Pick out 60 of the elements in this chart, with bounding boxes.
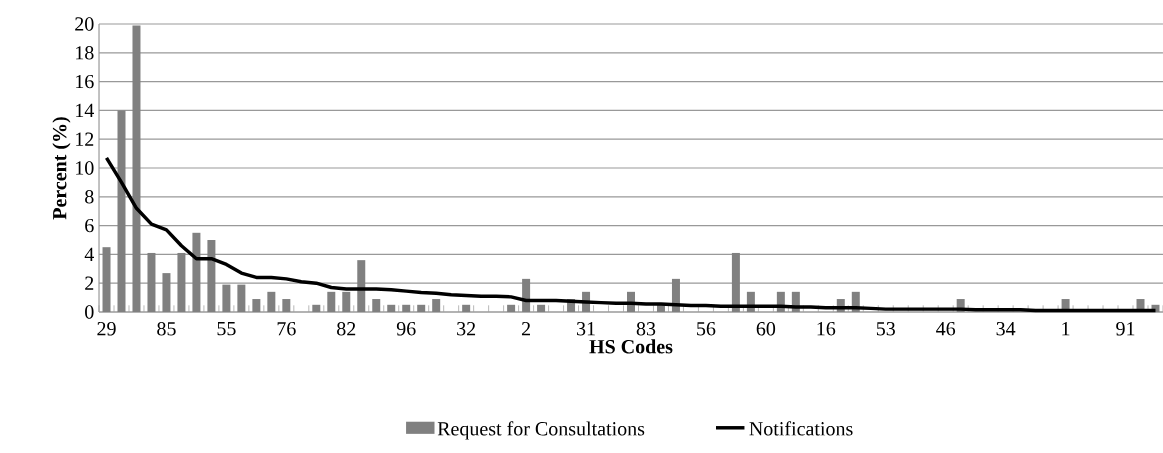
x-tick-label: 91 <box>1116 322 1135 336</box>
bar <box>402 304 411 312</box>
y-tick-label: 8 <box>85 190 94 204</box>
bar <box>102 247 111 312</box>
bar <box>177 252 186 312</box>
x-tick-label: 32 <box>457 322 476 336</box>
bar <box>522 278 531 312</box>
x-tick-label: 96 <box>396 322 416 336</box>
y-tick-label: 6 <box>85 218 94 233</box>
bar <box>357 260 366 312</box>
bar <box>432 299 441 312</box>
y-tick-label: 12 <box>76 132 94 146</box>
x-tick-label: 46 <box>936 322 956 336</box>
x-tick-label: 82 <box>337 322 356 336</box>
bar <box>462 304 471 312</box>
bar <box>417 304 426 312</box>
bar <box>372 299 381 312</box>
y-tick-label: 16 <box>76 74 94 89</box>
bar <box>327 291 336 312</box>
y-tick-label: 4 <box>84 247 94 261</box>
bar <box>537 304 546 312</box>
x-tick-label: 31 <box>577 322 595 336</box>
x-tick-label: 56 <box>697 322 716 336</box>
y-tick-label: 14 <box>76 103 94 117</box>
x-tick-label: 53 <box>876 322 895 336</box>
x-tick-label: 55 <box>217 322 236 336</box>
y-tick-label: 18 <box>76 46 94 60</box>
y-tick-label: 0 <box>85 305 94 319</box>
bar <box>237 284 246 312</box>
x-tick-label: 85 <box>157 322 176 336</box>
bar <box>507 304 516 312</box>
bar <box>312 304 321 312</box>
bar <box>252 299 261 312</box>
legend-label: Request for Consultations <box>437 421 645 440</box>
x-tick-label: 60 <box>756 322 776 336</box>
x-tick-label: 29 <box>97 322 116 336</box>
x-tick-label: 1 <box>1062 322 1070 336</box>
bar <box>192 232 201 312</box>
x-axis-title: HS Codes <box>589 339 673 354</box>
bar <box>342 291 351 312</box>
y-tick-label: 20 <box>75 17 94 31</box>
bar <box>387 304 396 312</box>
y-axis-title: Percent (%) <box>52 117 71 220</box>
x-tick-label: 34 <box>996 322 1016 336</box>
bar <box>162 273 171 312</box>
bar <box>731 252 740 312</box>
bar <box>117 110 126 312</box>
x-tick-label: 16 <box>817 322 836 336</box>
y-tick-label: 2 <box>85 276 94 290</box>
x-tick-label: 76 <box>277 322 296 336</box>
bar <box>207 239 216 312</box>
bar <box>132 25 141 312</box>
bar <box>222 284 231 312</box>
bar <box>147 252 156 312</box>
y-tick-label: 10 <box>76 161 94 175</box>
x-tick-label: 2 <box>521 322 530 336</box>
bar <box>282 299 291 312</box>
legend-label: Notifications <box>749 421 853 436</box>
bar <box>267 291 276 312</box>
x-tick-label: 83 <box>636 322 656 336</box>
